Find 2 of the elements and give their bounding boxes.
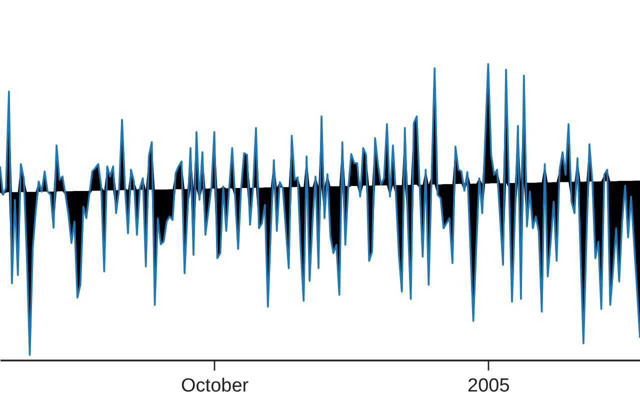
x-tick-label: October — [181, 376, 250, 396]
x-tick-label: 2005 — [468, 376, 510, 396]
